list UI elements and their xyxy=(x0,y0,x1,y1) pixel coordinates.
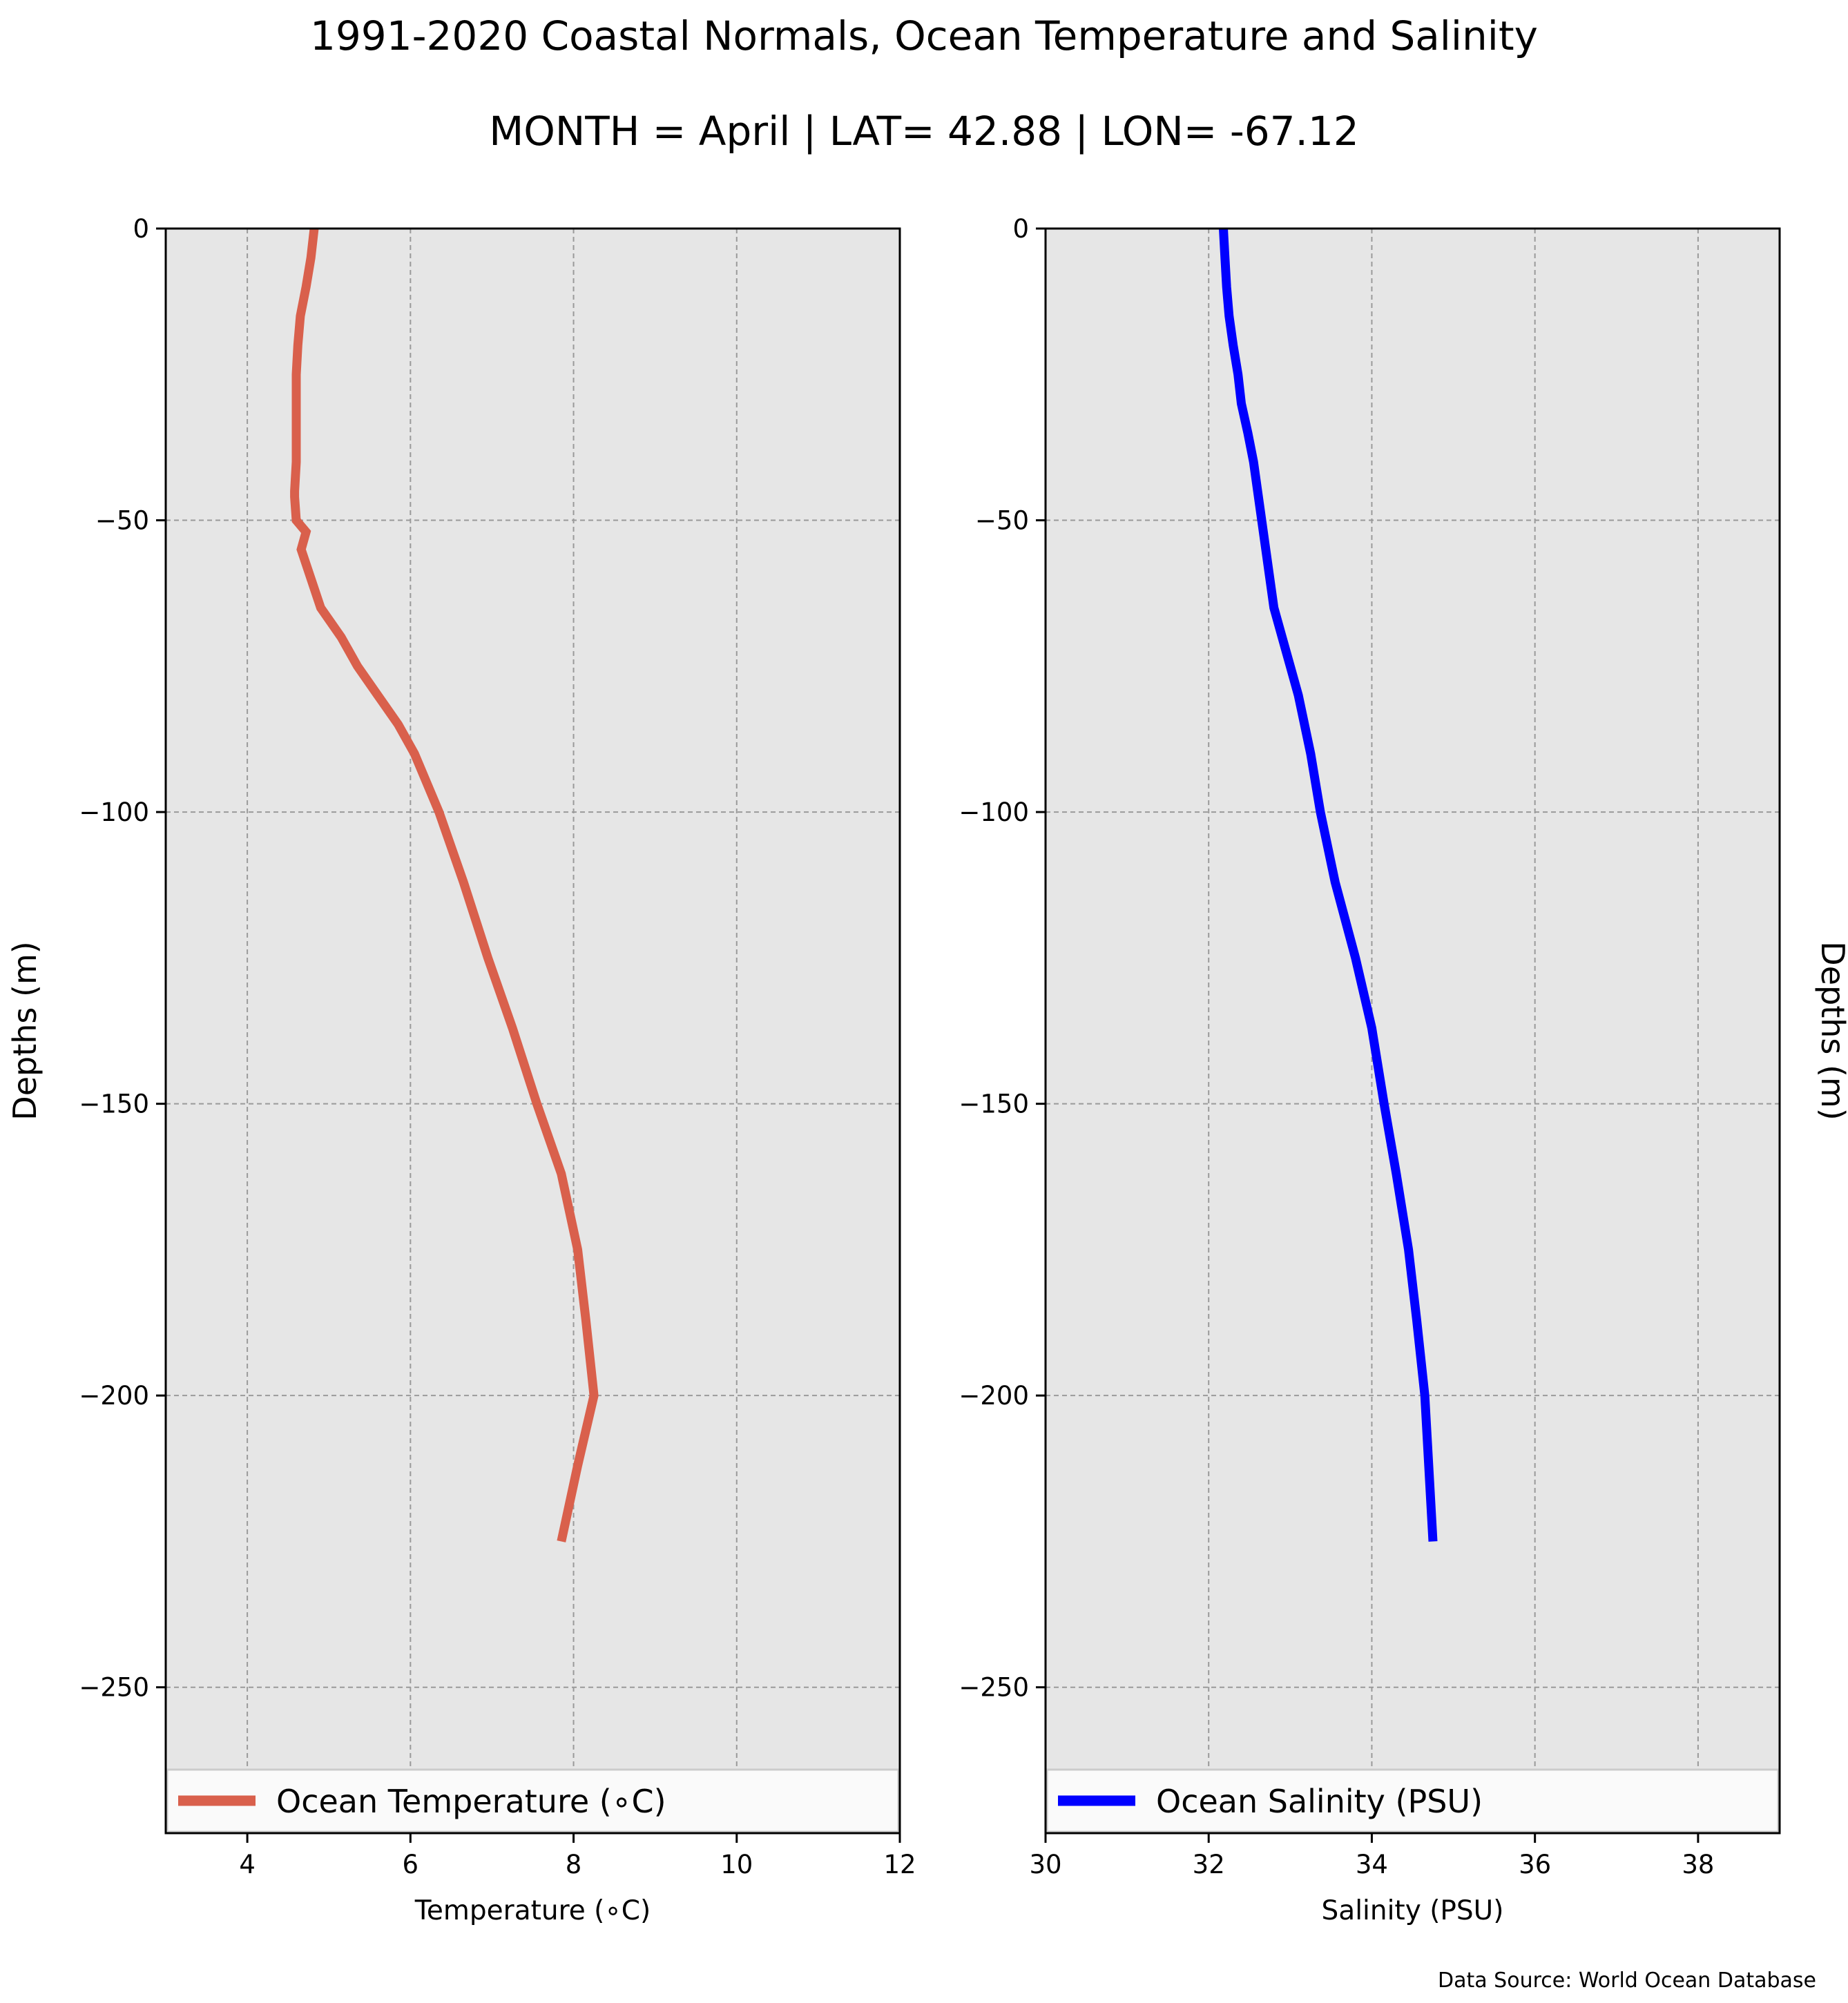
salinity-ytick-label: −50 xyxy=(975,506,1029,536)
temperature-xtick-label: 6 xyxy=(403,1850,419,1879)
salinity-xtick-label: 34 xyxy=(1356,1850,1388,1879)
salinity-ytick-label: −200 xyxy=(959,1381,1029,1411)
temperature-ytick-label: −100 xyxy=(79,797,149,827)
salinity-panel: Ocean Salinity (PSU) 30 32 34 36 38 0 −50 −100 −1… xyxy=(959,214,1848,1926)
salinity-xaxis-label: Salinity (PSU) xyxy=(1322,1895,1504,1926)
salinity-legend-box xyxy=(1046,1768,1780,1833)
temperature-xtick-label: 8 xyxy=(566,1850,582,1879)
temperature-ytick-label: −200 xyxy=(79,1381,149,1411)
salinity-legend-label: Ocean Salinity (PSU) xyxy=(1156,1783,1483,1820)
salinity-xtick-label: 38 xyxy=(1682,1850,1714,1879)
chart-subtitle: MONTH = April | LAT= 42.88 | LON= -67.12 xyxy=(489,108,1359,155)
salinity-yaxis-label: Depths (m) xyxy=(1814,941,1848,1120)
temperature-legend-box xyxy=(166,1768,900,1833)
chart-title: 1991-2020 Coastal Normals, Ocean Tempera… xyxy=(310,12,1538,59)
salinity-plot-area xyxy=(1046,229,1780,1833)
salinity-xtick-label: 36 xyxy=(1519,1850,1551,1879)
temperature-axes-frame xyxy=(164,227,901,1835)
salinity-ytick-label: 0 xyxy=(1012,214,1029,244)
salinity-ytick-label: −250 xyxy=(959,1673,1029,1703)
salinity-xtick-label: 30 xyxy=(1029,1850,1061,1879)
salinity-ytick-label: −150 xyxy=(959,1090,1029,1119)
temperature-plot-area xyxy=(166,229,900,1833)
temperature-xtick-label: 4 xyxy=(239,1850,256,1879)
data-source-note: Data Source: World Ocean Database xyxy=(1438,1968,1816,1993)
temperature-ytick-label: −50 xyxy=(95,506,149,536)
salinity-ytick-label: −100 xyxy=(959,797,1029,827)
temperature-legend-label: Ocean Temperature (∘C) xyxy=(276,1783,666,1820)
salinity-series-line xyxy=(1219,228,1438,1542)
temperature-xtick-label: 10 xyxy=(720,1850,753,1879)
temperature-xaxis-label: Temperature (∘C) xyxy=(414,1895,651,1926)
salinity-xtick-label: 32 xyxy=(1193,1850,1225,1879)
salinity-axes-frame xyxy=(1044,227,1781,1835)
temperature-ytick-label: 0 xyxy=(133,214,149,244)
temperature-ytick-label: −150 xyxy=(79,1090,149,1119)
temperature-series-line xyxy=(290,228,599,1542)
temperature-yaxis-label: Depths (m) xyxy=(6,941,44,1120)
temperature-xtick-label: 12 xyxy=(883,1850,916,1879)
temperature-ytick-label: −250 xyxy=(79,1673,149,1703)
temperature-panel: Ocean Temperature (∘C) 4 6 8 10 12 0 −50 −100 −15… xyxy=(6,214,916,1926)
